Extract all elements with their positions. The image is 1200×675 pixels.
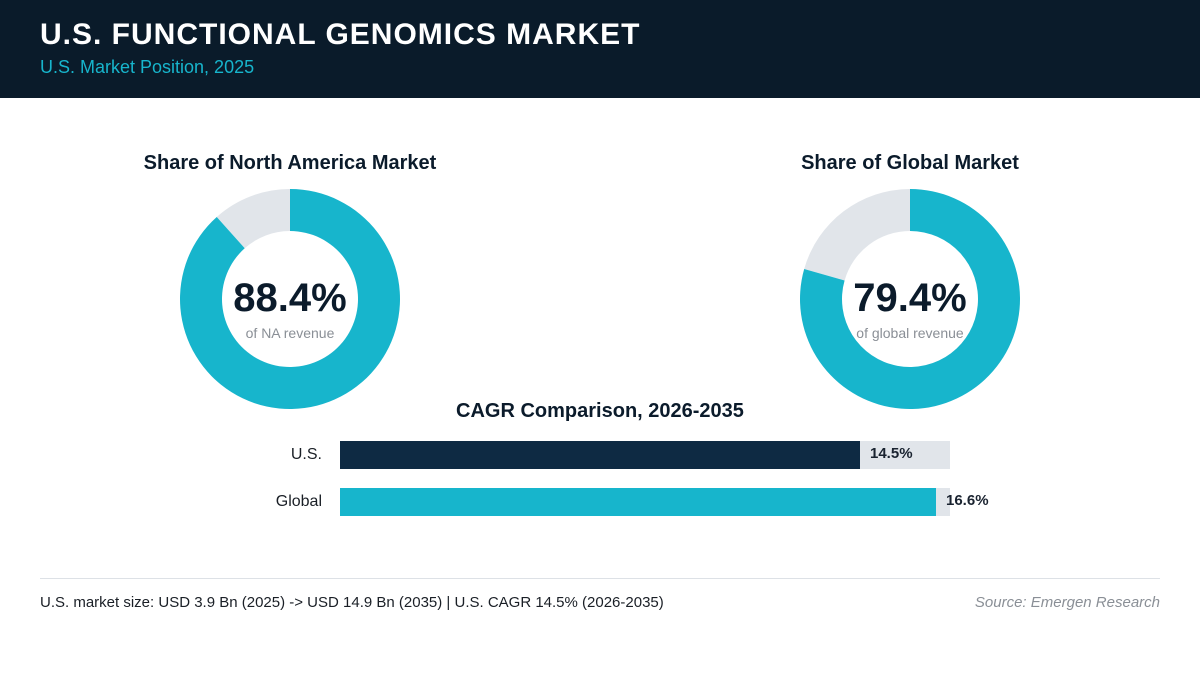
bar-value-global: 16.6% [946, 492, 989, 509]
bar-value-us: 14.5% [870, 445, 913, 462]
bar-us [340, 441, 860, 469]
donut-chart-na: 88.4% of NA revenue [179, 188, 401, 410]
bar-label-us: U.S. [290, 446, 322, 463]
donut-chart-global: 79.4% of global revenue [799, 188, 1021, 410]
bar-global [340, 488, 936, 516]
donut-title-na: Share of North America Market [143, 152, 437, 174]
page-subtitle: U.S. Market Position, 2025 [40, 57, 255, 77]
bar-chart-title: CAGR Comparison, 2026-2035 [456, 400, 744, 422]
bar-track-us [340, 441, 950, 469]
bar-row-global: Global 16.6% [0, 488, 1200, 516]
donut-global-value: 79.4% [853, 276, 967, 320]
footer-source: Source: Emergen Research [974, 594, 1160, 611]
donut-na-value: 88.4% [233, 276, 347, 320]
page-title: U.S. FUNCTIONAL GENOMICS MARKET [40, 18, 641, 51]
footer-divider [40, 578, 1160, 579]
donut-global-share-slice [800, 189, 1020, 409]
bar-row-us: U.S. 14.5% [0, 441, 1200, 469]
header-banner: U.S. FUNCTIONAL GENOMICS MARKET U.S. Mar… [0, 0, 1200, 98]
donut-na-caption: of NA revenue [245, 325, 335, 341]
bar-label-global: Global [275, 493, 322, 510]
donut-global-caption: of global revenue [856, 325, 964, 341]
donut-global-remainder-slice [804, 189, 910, 281]
donut-na-share-slice [179, 189, 400, 409]
bar-track-global [340, 488, 950, 516]
donut-na-remainder-slice [216, 189, 290, 249]
footer-note: U.S. market size: USD 3.9 Bn (2025) -> U… [40, 594, 664, 611]
donut-title-global: Share of Global Market [801, 152, 1019, 174]
